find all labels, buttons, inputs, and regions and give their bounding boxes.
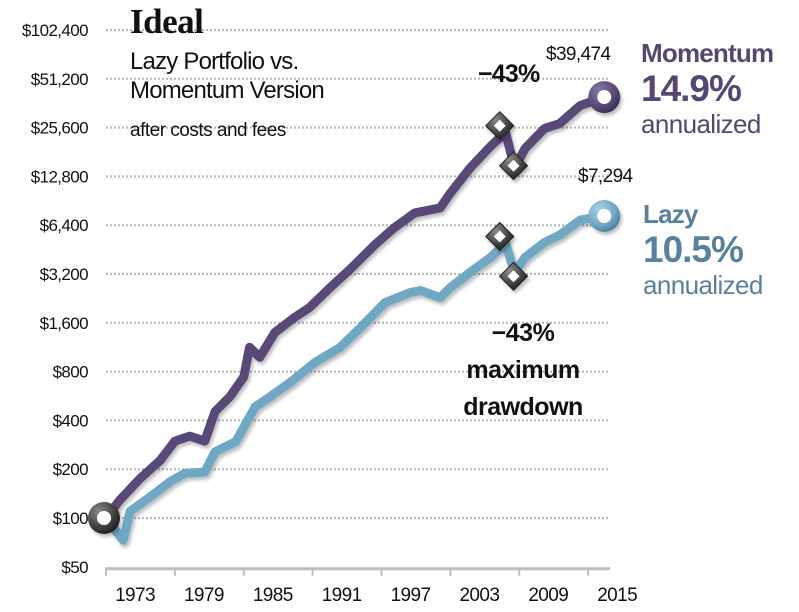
x-tick-label: 1985 — [253, 585, 293, 606]
chart-note: after costs and fees — [130, 120, 286, 141]
x-tick-label: 2003 — [459, 585, 499, 606]
lazy-legend-label: Lazy 10.5% annualized — [643, 199, 763, 301]
x-tick-label: 1973 — [115, 585, 155, 606]
chart-subtitle: Lazy Portfolio vs. Momentum Version — [130, 47, 325, 105]
momentum-rate: 14.9% — [641, 68, 742, 109]
x-tick-label: 1991 — [322, 585, 362, 606]
subtitle-line-1: Lazy Portfolio vs. — [130, 48, 299, 75]
momentum-end-marker-hole — [597, 90, 612, 105]
markers — [88, 81, 621, 534]
x-axis-labels: 1973 1979 1985 1991 1997 2003 2009 2015 — [115, 585, 638, 606]
momentum-end-value: $39,474 — [546, 44, 611, 65]
momentum-drawdown-label: −43% — [478, 60, 540, 88]
lazy-annualized: annualized — [643, 270, 763, 300]
x-tick-label: 1979 — [184, 585, 224, 606]
momentum-peak-diamond-inner — [493, 119, 506, 132]
lazy-name: Lazy — [643, 199, 698, 229]
y-tick-label: $50 — [61, 558, 88, 577]
x-tick-label: 2015 — [597, 585, 637, 606]
y-tick-label: $200 — [53, 460, 89, 479]
start-marker-hole — [97, 511, 111, 525]
subtitle-line-2: Momentum Version — [130, 77, 325, 104]
lazy-peak-diamond-inner — [493, 230, 506, 243]
momentum-annualized: annualized — [641, 109, 761, 139]
lazy-drawdown-label: −43% maximum drawdown — [450, 315, 596, 426]
lazy-trough-diamond-inner — [507, 270, 520, 283]
y-tick-label: $800 — [53, 363, 89, 382]
lazy-end-value: $7,294 — [578, 166, 633, 187]
momentum-name: Momentum — [641, 38, 774, 68]
series-line-momentum — [101, 92, 609, 523]
chart-title: Ideal — [130, 2, 204, 41]
y-tick-label: $100 — [53, 509, 89, 528]
y-tick-label: $6,400 — [40, 216, 89, 235]
y-tick-label: $3,200 — [40, 265, 89, 284]
momentum-legend-label: Momentum 14.9% annualized — [641, 38, 774, 140]
y-tick-label: $400 — [53, 411, 89, 430]
y-tick-label: $25,600 — [31, 119, 88, 138]
drawdown-line-1: maximum — [466, 356, 580, 384]
x-tick-label: 1997 — [391, 585, 431, 606]
y-tick-label: $1,600 — [40, 314, 89, 333]
y-axis-labels: $50 $100 $200 $400 $800 $1,600 $3,200 $6,400 $12… — [22, 21, 89, 577]
momentum-trough-diamond-inner — [507, 159, 520, 172]
lazy-end-marker-hole — [597, 208, 612, 223]
lazy-rate: 10.5% — [643, 229, 744, 270]
y-tick-label: $12,800 — [31, 167, 88, 186]
y-tick-label: $102,400 — [22, 21, 88, 40]
x-tick-label: 2009 — [528, 585, 568, 606]
drawdown-line-2: drawdown — [463, 393, 583, 421]
drawdown-pct: −43% — [491, 319, 555, 347]
x-axis — [105, 567, 610, 576]
y-tick-label: $51,200 — [31, 70, 88, 89]
